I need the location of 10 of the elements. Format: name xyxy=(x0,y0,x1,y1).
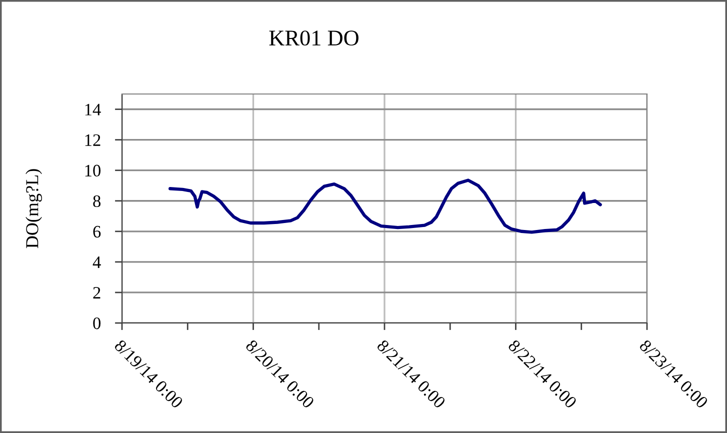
y-tick-label: 8 xyxy=(93,195,101,208)
y-tick-label: 2 xyxy=(93,286,100,298)
y-tick-label: 4 xyxy=(92,256,101,268)
chart-title: KR01 DO xyxy=(269,30,358,46)
y-tick-label: 10 xyxy=(85,164,101,177)
y-tick-label: 6 xyxy=(93,226,101,238)
y-tick-label: 12 xyxy=(85,134,100,146)
y-axis-title: DO(mg?L) xyxy=(26,169,42,248)
y-tick-label: 0 xyxy=(93,317,101,330)
y-tick-label: 14 xyxy=(85,104,101,116)
